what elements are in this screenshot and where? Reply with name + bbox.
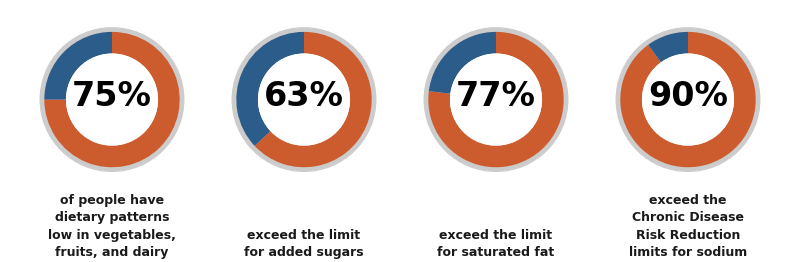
- Wedge shape: [429, 32, 496, 94]
- Circle shape: [641, 52, 735, 147]
- Text: 63%: 63%: [264, 80, 344, 113]
- Circle shape: [450, 54, 542, 145]
- Text: of people have
dietary patterns
low in vegetables,
fruits, and dairy: of people have dietary patterns low in v…: [48, 194, 176, 259]
- Text: 90%: 90%: [648, 80, 728, 113]
- Wedge shape: [254, 32, 372, 167]
- Circle shape: [65, 52, 159, 147]
- Circle shape: [40, 28, 184, 171]
- Circle shape: [257, 52, 351, 147]
- Circle shape: [66, 54, 158, 145]
- Text: exceed the limit
for saturated fat: exceed the limit for saturated fat: [438, 229, 554, 259]
- Circle shape: [642, 54, 734, 145]
- Wedge shape: [648, 32, 688, 62]
- Circle shape: [258, 54, 350, 145]
- Text: exceed the
Chronic Disease
Risk Reduction
limits for sodium: exceed the Chronic Disease Risk Reductio…: [629, 194, 747, 259]
- Circle shape: [424, 28, 568, 171]
- Wedge shape: [44, 32, 112, 100]
- Circle shape: [232, 28, 376, 171]
- Text: 77%: 77%: [456, 80, 536, 113]
- Wedge shape: [44, 32, 180, 167]
- Circle shape: [616, 28, 760, 171]
- Circle shape: [449, 52, 543, 147]
- Text: 75%: 75%: [72, 80, 152, 113]
- Wedge shape: [620, 32, 756, 167]
- Text: exceed the limit
for added sugars: exceed the limit for added sugars: [244, 229, 364, 259]
- Wedge shape: [428, 32, 564, 167]
- Wedge shape: [236, 32, 304, 146]
